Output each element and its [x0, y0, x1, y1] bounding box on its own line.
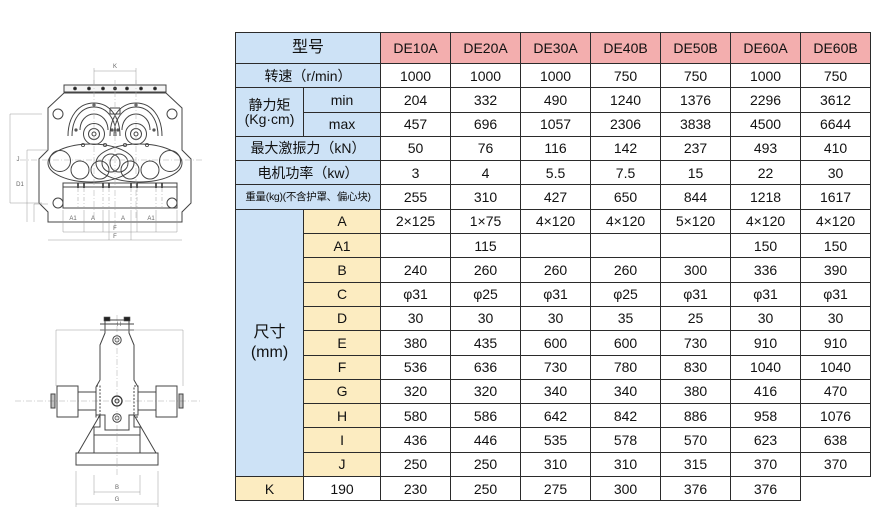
svg-text:D1: D1	[16, 182, 24, 188]
svg-text:H: H	[117, 322, 121, 328]
svg-text:G: G	[115, 497, 120, 503]
svg-text:F: F	[113, 226, 117, 232]
svg-text:K: K	[113, 64, 117, 70]
svg-text:F: F	[113, 234, 117, 240]
svg-text:J: J	[17, 157, 20, 163]
svg-text:A1: A1	[147, 216, 155, 222]
svg-text:B: B	[115, 485, 119, 491]
svg-text:A: A	[91, 216, 95, 222]
svg-text:A: A	[121, 216, 125, 222]
svg-text:A1: A1	[69, 216, 77, 222]
